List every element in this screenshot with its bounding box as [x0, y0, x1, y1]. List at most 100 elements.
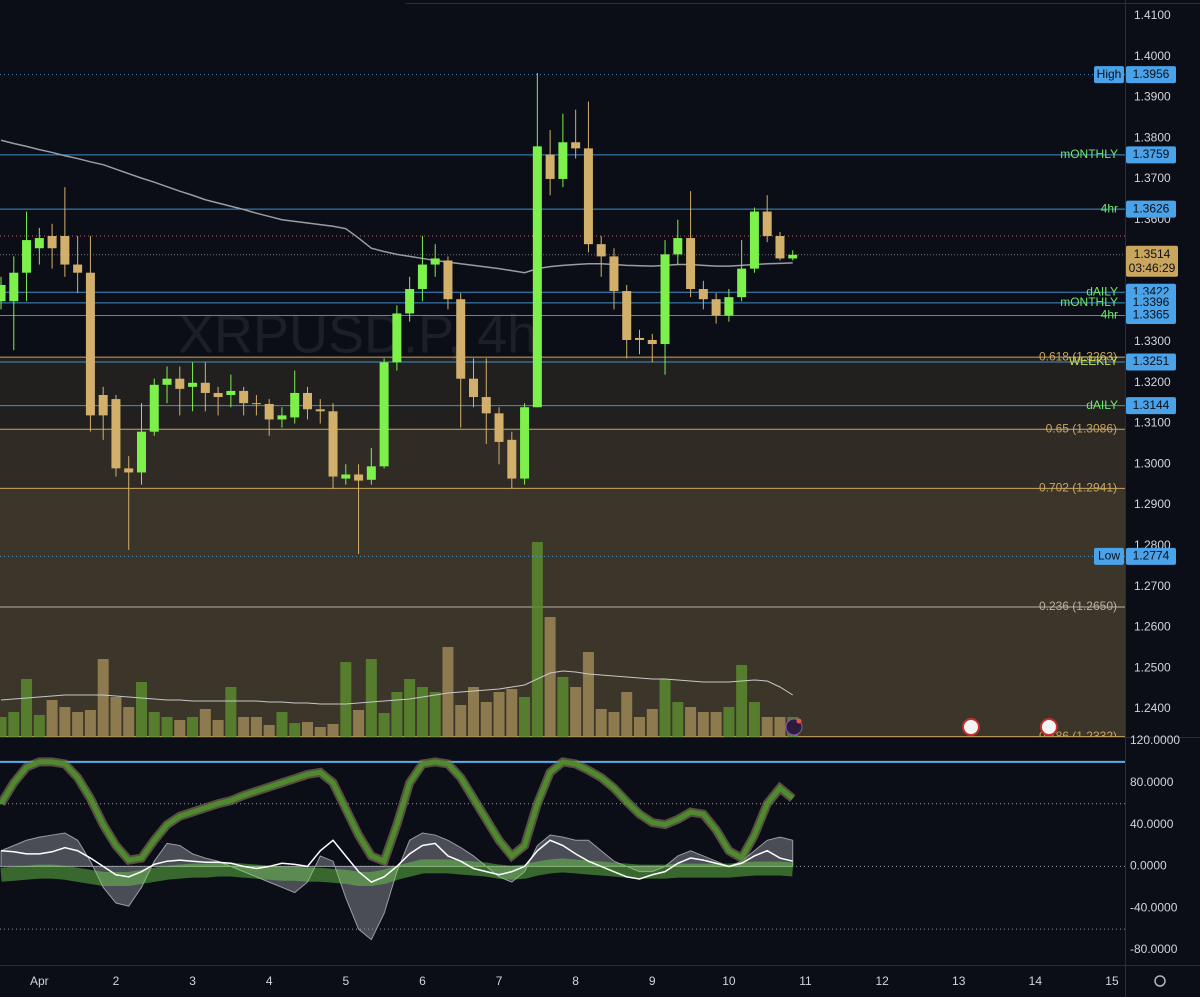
volume-bar — [442, 647, 454, 737]
event-dot — [796, 718, 802, 724]
price-tag-label: 1.3956 — [1133, 67, 1170, 81]
price-tag — [1126, 307, 1176, 325]
flag-icon[interactable] — [1040, 718, 1058, 736]
candle-body — [73, 264, 83, 273]
candle-body — [264, 403, 274, 420]
price-tag — [1126, 353, 1176, 371]
volume-bar — [365, 659, 377, 737]
candle-body — [213, 392, 223, 398]
candle-body — [149, 384, 159, 432]
candle-body — [98, 394, 108, 416]
osc-tick-label: -40.0000 — [1130, 900, 1178, 914]
level-label: 4hr — [1101, 308, 1118, 322]
x-tick-label: 10 — [722, 974, 736, 988]
price-tag — [1126, 146, 1176, 164]
candle-body — [635, 337, 645, 340]
volume-bar — [621, 692, 633, 737]
x-tick-label: 4 — [266, 974, 273, 988]
y-tick-label: 1.2900 — [1134, 497, 1171, 511]
candle-body — [596, 244, 606, 257]
candle-body — [545, 154, 555, 179]
fib-label: 0.702 (1.2941) — [1039, 481, 1117, 495]
volume-bar — [84, 710, 96, 737]
price-tag-label: 1.3144 — [1133, 398, 1170, 412]
y-tick-label: 1.3300 — [1134, 334, 1171, 348]
volume-bar — [531, 542, 543, 737]
candle-body — [737, 268, 747, 298]
volume-bar — [33, 715, 45, 737]
price-tag — [1126, 200, 1176, 218]
x-tick-label: 11 — [799, 974, 812, 988]
flag-icon[interactable] — [962, 718, 980, 736]
candle-body — [724, 297, 734, 316]
volume-bar — [314, 727, 326, 737]
candle-body — [379, 362, 389, 467]
x-tick-label: 14 — [1029, 974, 1043, 988]
candle-body — [686, 238, 696, 290]
candle-body — [226, 390, 236, 395]
candle-body — [392, 313, 402, 363]
event-icons — [785, 718, 1166, 987]
fib-label: 0.786 (1.2332) — [1039, 729, 1117, 743]
volume-bar — [250, 717, 262, 737]
volume-bar — [72, 712, 84, 737]
volume-bar — [493, 692, 505, 737]
candle-body — [749, 211, 759, 269]
osc-k — [0, 759, 795, 865]
osc-band — [0, 858, 794, 886]
y-tick-label: 1.2600 — [1134, 620, 1171, 634]
volume-bar — [685, 707, 697, 737]
candle-body — [673, 238, 683, 255]
fib-zone — [0, 429, 1125, 489]
volume-bar — [570, 687, 582, 737]
candle-body — [47, 236, 57, 249]
volume-bar — [557, 677, 569, 737]
volume-bar — [761, 717, 773, 737]
x-tick-label: Apr — [30, 974, 49, 988]
volume-bar — [97, 659, 109, 737]
volume-bar — [161, 717, 173, 737]
x-tick-label: 15 — [1105, 974, 1119, 988]
x-tick-label: 2 — [113, 974, 120, 988]
candle-body — [762, 211, 772, 237]
y-tick-label: 1.4000 — [1134, 49, 1171, 63]
y-tick-label: 1.3000 — [1134, 456, 1171, 470]
level-label: WEEKLY — [1069, 354, 1118, 368]
price-tag — [1126, 66, 1176, 84]
candle-body — [9, 272, 19, 302]
volume-bar — [353, 710, 365, 737]
volume-bar — [404, 679, 416, 737]
candle-body — [443, 260, 453, 300]
candle-body — [239, 390, 249, 404]
volume-bar — [506, 689, 518, 737]
price-tag-label: 1.3396 — [1133, 295, 1170, 309]
volume-bar — [634, 717, 646, 737]
candle-body — [328, 411, 338, 477]
candle-body — [558, 142, 568, 179]
volume-bar — [582, 652, 594, 737]
osc-gray-area — [0, 832, 794, 941]
volume-bar — [710, 712, 722, 737]
level-label: 4hr — [1101, 201, 1118, 215]
volume-bar — [608, 712, 620, 737]
osc-tick-label: -80.0000 — [1130, 942, 1178, 956]
candle-body — [341, 474, 351, 479]
volume-bar — [544, 617, 556, 737]
volume-bar — [187, 717, 199, 737]
settings-icon[interactable] — [1154, 975, 1166, 987]
volume-bar — [429, 692, 441, 737]
price-tag-label: 1.2774 — [1133, 549, 1170, 563]
volume-bar — [659, 679, 671, 737]
candle-body — [405, 289, 415, 314]
price-tag-label: 1.3365 — [1133, 308, 1170, 322]
volume-bar — [467, 687, 479, 737]
candle-body — [507, 439, 517, 479]
candle-body — [302, 392, 312, 410]
x-tick-label: 8 — [572, 974, 579, 988]
volume-bar — [378, 713, 390, 737]
volume-bar — [301, 722, 313, 737]
y-tick-label: 1.3700 — [1134, 171, 1171, 185]
volume-bar — [595, 709, 607, 737]
osc-tick-label: 0.0000 — [1130, 859, 1167, 873]
